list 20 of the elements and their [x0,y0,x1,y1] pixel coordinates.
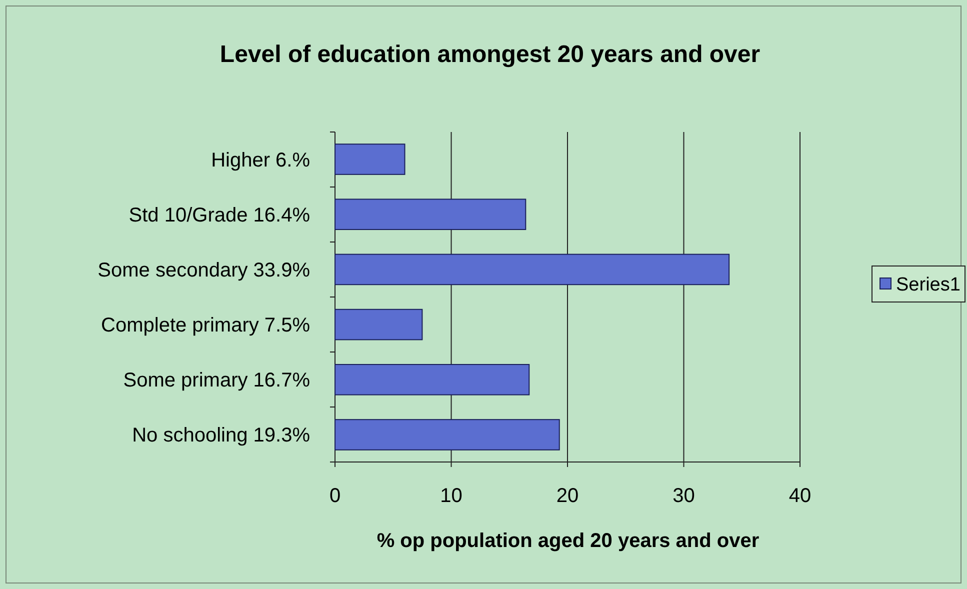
x-tick-label: 40 [788,485,812,507]
chart-title: Level of education amongest 20 years and over [220,41,760,68]
bar [334,364,530,396]
bar [334,419,560,450]
x-tick-label: 10 [440,485,462,507]
y-tick-label: Higher 6.% [211,149,310,172]
x-axis-title: % op population aged 20 years and over [376,530,760,552]
bar [334,254,730,286]
bar [334,198,526,230]
y-tick-label: No schooling 19.3% [132,424,310,447]
legend-label: Series1 [896,274,960,296]
x-tick-label: 0 [329,485,341,507]
y-tick-label: Some secondary 33.9% [98,259,310,282]
y-tick-label: Std 10/Grade 16.4% [128,204,310,226]
x-tick-label: 30 [672,485,695,507]
bar [334,144,406,175]
x-tick-label: 20 [556,485,579,507]
y-tick-label: Complete primary 7.5% [101,314,310,337]
bar [334,308,423,340]
y-tick-label: Some primary 16.7% [123,370,310,392]
